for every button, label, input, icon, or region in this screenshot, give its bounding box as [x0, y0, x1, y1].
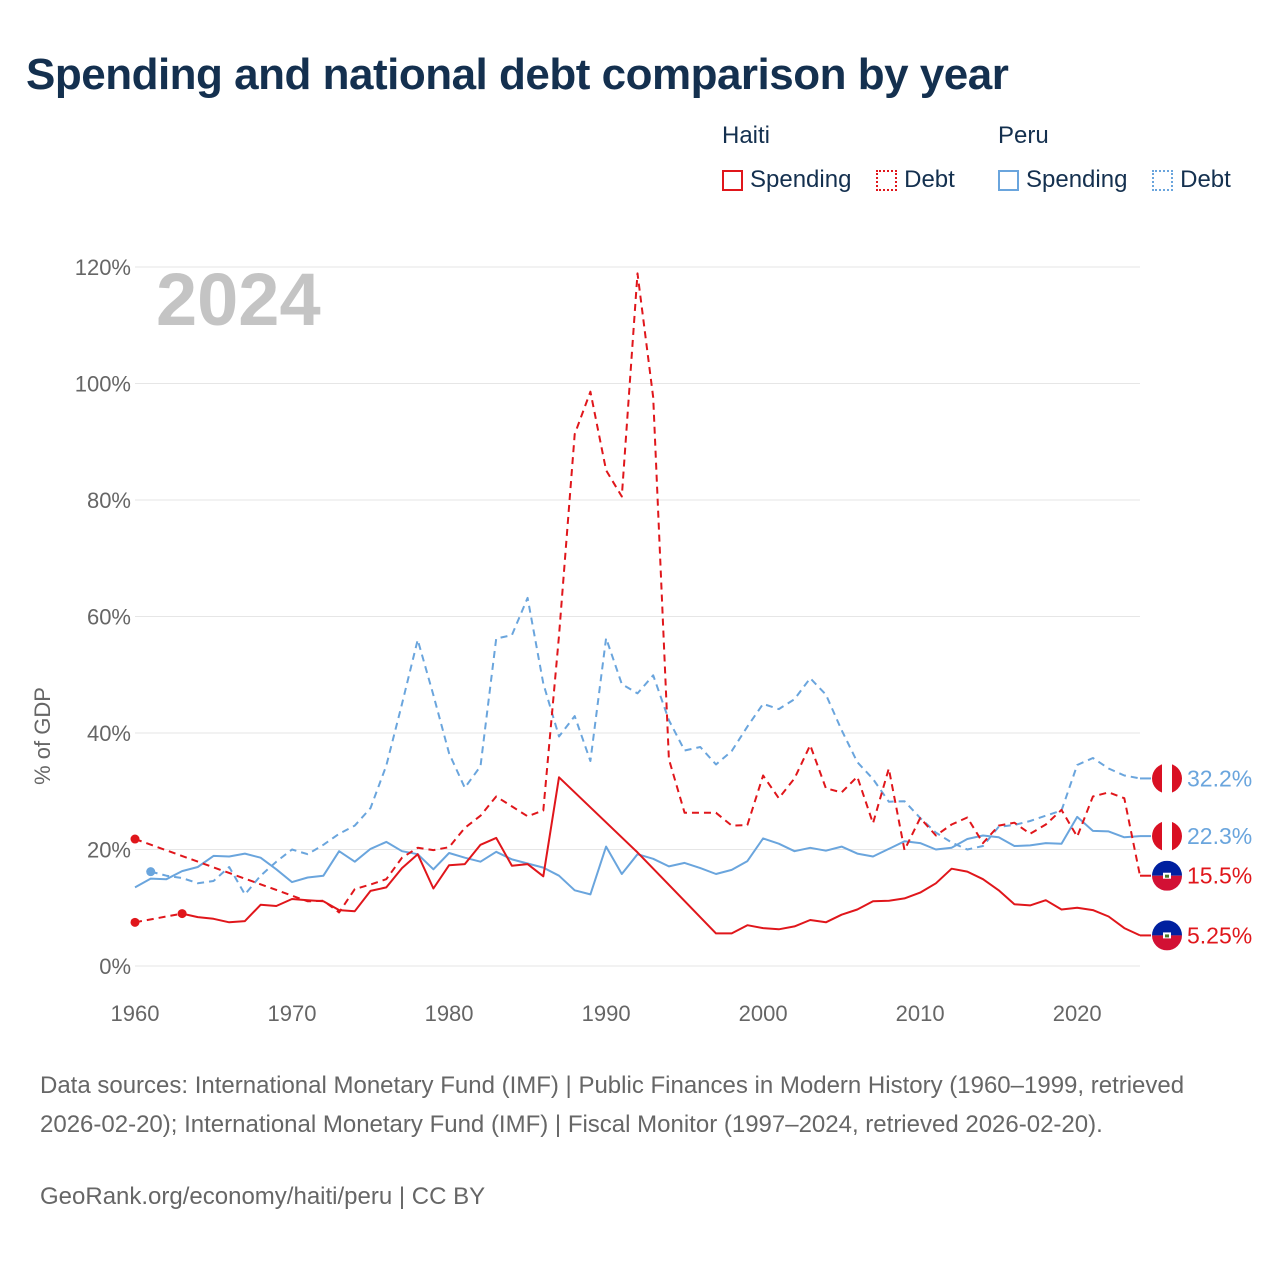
series-lines	[134, 272, 1141, 937]
legend-row-peru: Spending Debt	[998, 166, 1249, 198]
flag-band	[1152, 860, 1182, 876]
end-flag-haiti: 5.25%	[1140, 920, 1252, 951]
end-flag-peru: 32.2%	[1140, 763, 1252, 794]
flag-stripe	[1172, 763, 1182, 794]
solid-line-swatch-icon	[998, 169, 1019, 191]
page-title: Spending and national debt comparison by…	[26, 50, 1009, 99]
end-value-label: 15.5%	[1187, 863, 1252, 889]
flag-stripe	[1152, 763, 1162, 794]
x-tick-label: 2000	[739, 1001, 788, 1026]
gridlines	[135, 266, 1140, 967]
y-tick-label: 0%	[99, 954, 131, 979]
legend-label: Spending	[1026, 166, 1128, 193]
flag-band	[1152, 920, 1182, 936]
legend-item-haiti-spending[interactable]: Spending	[722, 166, 851, 194]
x-tick-label: 1960	[111, 1001, 160, 1026]
solid-line-swatch-icon	[722, 169, 743, 191]
y-axis-label: % of GDP	[30, 687, 55, 785]
x-tick-label: 2010	[896, 1001, 945, 1026]
haiti-flag-icon	[1152, 860, 1182, 891]
legend-label: Debt	[1180, 166, 1231, 193]
x-tick-label: 2020	[1053, 1001, 1102, 1026]
series-line-haiti-spending	[181, 776, 1141, 937]
end-value-label: 22.3%	[1187, 823, 1252, 849]
credit-link[interactable]: GeoRank.org/economy/haiti/peru | CC BY	[40, 1183, 486, 1210]
x-tick-label: 1970	[268, 1001, 317, 1026]
legend: Haiti Spending Debt Peru Spending Debt	[722, 122, 1262, 202]
y-tick-label: 40%	[87, 721, 131, 746]
x-tick-label: 1990	[582, 1001, 631, 1026]
end-flag-peru: 22.3%	[1140, 821, 1252, 852]
flag-stripe	[1162, 821, 1172, 852]
flag-stripe	[1152, 821, 1162, 852]
end-flag-haiti: 15.5%	[1140, 860, 1252, 891]
flag-emblem-center	[1165, 874, 1169, 878]
legend-item-haiti-debt[interactable]: Debt	[876, 166, 955, 194]
y-tick-label: 120%	[75, 255, 131, 280]
dotted-line-swatch-icon	[876, 169, 898, 191]
legend-item-peru-debt[interactable]: Debt	[1152, 166, 1231, 194]
flag-band	[1152, 935, 1182, 951]
haiti-flag-icon	[1152, 920, 1182, 951]
end-flags: 32.2% 22.3% 15.5% 5.25%	[1140, 763, 1252, 951]
year-overlay: 2024	[156, 258, 321, 341]
peru-flag-icon	[1152, 763, 1182, 794]
end-value-label: 32.2%	[1187, 765, 1252, 791]
y-tick-label: 60%	[87, 605, 131, 630]
x-tick-label: 1980	[425, 1001, 474, 1026]
series-markers	[130, 834, 187, 927]
y-tick-label: 20%	[87, 838, 131, 863]
series-line-peru-debt	[150, 596, 1141, 896]
y-axis-ticks: 0% 20% 40% 60% 80% 100% 120%	[75, 255, 131, 979]
legend-label: Debt	[904, 166, 955, 193]
y-tick-label: 80%	[87, 488, 131, 513]
peru-flag-icon	[1152, 821, 1182, 852]
source-note: Data sources: International Monetary Fun…	[40, 1072, 1185, 1138]
line-chart: 0% 20% 40% 60% 80% 100% 120% 1960 1970 1980 1990 2…	[30, 255, 1252, 1026]
legend-country-haiti: Haiti	[722, 122, 771, 149]
flag-band	[1152, 875, 1182, 891]
data-point-marker	[130, 834, 140, 844]
series-line-haiti-debt-early	[134, 912, 183, 924]
legend-group-peru: Peru	[998, 122, 1049, 150]
data-point-marker	[130, 917, 140, 927]
legend-label: Spending	[750, 166, 852, 193]
legend-item-peru-spending[interactable]: Spending	[998, 166, 1127, 194]
legend-country-peru: Peru	[998, 122, 1049, 149]
legend-row-haiti: Spending Debt	[722, 166, 973, 198]
end-value-label: 5.25%	[1187, 922, 1252, 948]
series-line-haiti-debt	[134, 272, 1141, 914]
flag-emblem-center	[1165, 934, 1169, 938]
x-axis-ticks: 1960 1970 1980 1990 2000 2010 2020	[111, 1001, 1102, 1026]
series-line-peru-spending	[134, 815, 1141, 896]
legend-group-haiti: Haiti	[722, 122, 770, 150]
data-point-marker	[146, 867, 156, 877]
data-point-marker	[177, 909, 187, 919]
flag-stripe	[1162, 763, 1172, 794]
y-tick-label: 100%	[75, 372, 131, 397]
dotted-line-swatch-icon	[1152, 169, 1174, 191]
flag-stripe	[1172, 821, 1182, 852]
